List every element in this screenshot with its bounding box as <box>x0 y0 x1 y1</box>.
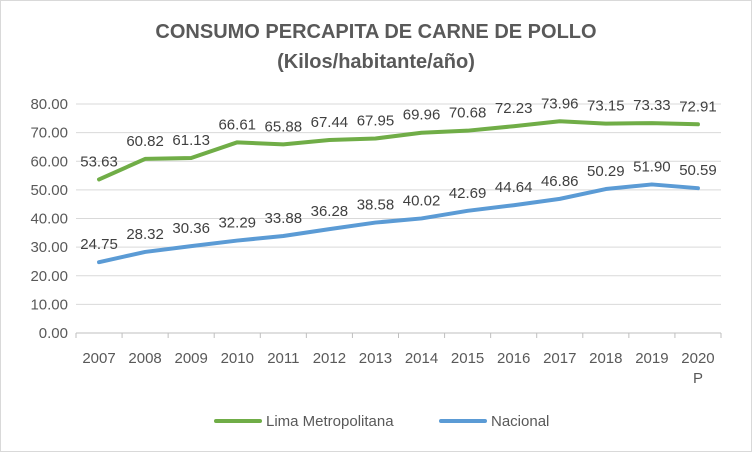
data-label: 65.88 <box>265 118 303 135</box>
x-tick-label: 2015 <box>451 350 484 367</box>
data-label: 30.36 <box>172 220 210 237</box>
x-tick-label: 2012 <box>313 350 346 367</box>
legend-label: Lima Metropolitana <box>266 413 394 430</box>
y-tick-label: 80.00 <box>30 96 68 113</box>
data-label: 53.63 <box>80 153 118 170</box>
x-tick-label: 2007 <box>82 350 115 367</box>
data-label: 72.91 <box>679 98 717 115</box>
y-tick-label: 70.00 <box>30 125 68 142</box>
data-label: 40.02 <box>403 192 441 209</box>
data-label: 67.44 <box>311 114 349 131</box>
chart-title: CONSUMO PERCAPITA DE CARNE DE POLLO <box>155 21 597 43</box>
y-tick-label: 0.00 <box>39 325 68 342</box>
x-tick-label: 2020 <box>681 350 714 367</box>
x-tick-label: 2018 <box>589 350 622 367</box>
data-label: 33.88 <box>265 210 303 227</box>
y-tick-label: 10.00 <box>30 296 68 313</box>
data-label: 66.61 <box>218 116 256 133</box>
y-tick-label: 60.00 <box>30 153 68 170</box>
y-tick-label: 20.00 <box>30 268 68 285</box>
data-label: 32.29 <box>218 215 256 232</box>
data-label: 73.15 <box>587 98 625 115</box>
x-tick-label: 2017 <box>543 350 576 367</box>
data-label: 61.13 <box>172 132 210 149</box>
chart-subtitle: (Kilos/habitante/año) <box>277 51 475 73</box>
data-label: 42.69 <box>449 185 487 202</box>
data-label: 70.68 <box>449 105 487 122</box>
x-tick-label: 2008 <box>128 350 161 367</box>
x-tick-label: P <box>693 370 703 387</box>
data-label: 50.59 <box>679 162 717 179</box>
data-label: 72.23 <box>495 100 533 117</box>
series-line-1 <box>97 119 700 182</box>
x-tick-label: 2019 <box>635 350 668 367</box>
data-label: 38.58 <box>357 197 395 214</box>
y-tick-label: 30.00 <box>30 239 68 256</box>
x-tick-label: 2013 <box>359 350 392 367</box>
x-tick-label: 2016 <box>497 350 530 367</box>
data-label: 69.96 <box>403 107 441 124</box>
data-label: 44.64 <box>495 179 533 196</box>
data-label: 60.82 <box>126 133 164 150</box>
data-label: 24.75 <box>80 236 118 253</box>
data-label: 36.28 <box>311 203 349 220</box>
data-label: 73.96 <box>541 95 579 112</box>
series-line-2 <box>97 182 700 265</box>
data-label: 51.90 <box>633 158 671 175</box>
x-tick-label: 2009 <box>174 350 207 367</box>
y-tick-label: 40.00 <box>30 211 68 228</box>
x-tick-label: 2011 <box>267 350 299 367</box>
y-tick-label: 50.00 <box>30 182 68 199</box>
legend-label: Nacional <box>491 413 549 430</box>
data-label: 50.29 <box>587 163 625 180</box>
x-tick-label: 2010 <box>221 350 254 367</box>
data-label: 28.32 <box>126 226 164 243</box>
x-tick-label: 2014 <box>405 350 438 367</box>
data-label: 73.33 <box>633 97 671 114</box>
data-label: 67.95 <box>357 112 395 129</box>
data-label: 46.86 <box>541 173 579 190</box>
